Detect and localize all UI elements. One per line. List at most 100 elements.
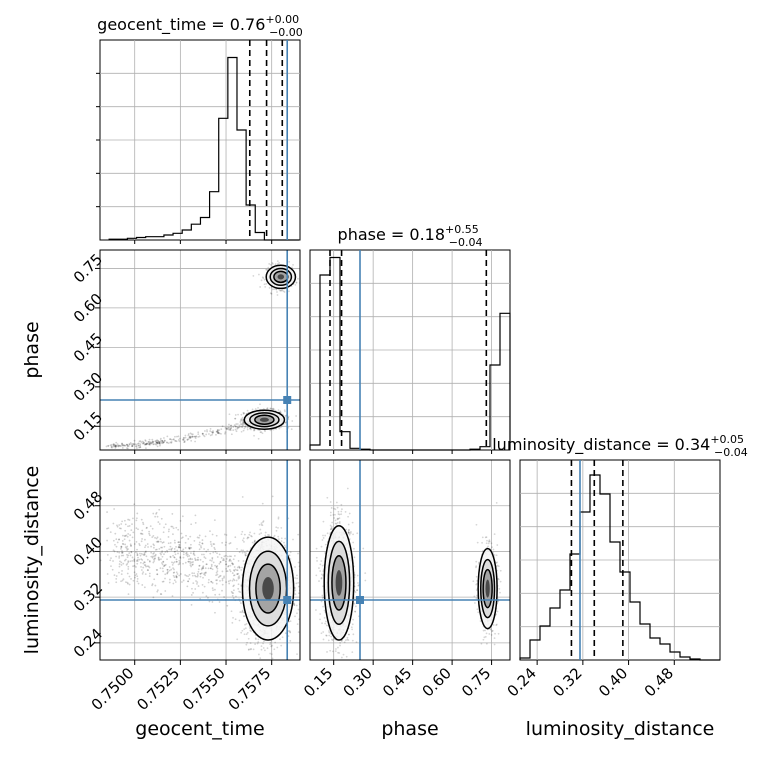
sample-point bbox=[116, 551, 119, 554]
sample-point bbox=[242, 560, 245, 562]
sample-point bbox=[153, 443, 155, 446]
sample-point bbox=[130, 551, 133, 553]
sample-point bbox=[169, 556, 172, 559]
sample-point bbox=[189, 557, 192, 560]
sample-point bbox=[134, 574, 137, 577]
sample-point bbox=[257, 638, 260, 641]
sample-point bbox=[176, 549, 179, 552]
sample-point bbox=[276, 294, 279, 296]
sample-point bbox=[210, 565, 213, 568]
sample-point bbox=[166, 441, 169, 444]
sample-point bbox=[146, 442, 148, 445]
sample-point bbox=[328, 634, 331, 637]
sample-point bbox=[325, 624, 328, 627]
sample-point bbox=[158, 442, 161, 445]
sample-point bbox=[114, 444, 117, 447]
sample-point bbox=[246, 549, 249, 552]
sample-point bbox=[217, 432, 220, 435]
sample-point bbox=[122, 534, 124, 537]
sample-point bbox=[175, 576, 178, 579]
sample-point bbox=[114, 446, 117, 449]
sample-point bbox=[233, 555, 236, 557]
sample-point bbox=[162, 561, 165, 563]
sample-point bbox=[140, 558, 143, 561]
sample-point bbox=[193, 435, 195, 438]
sample-point bbox=[244, 553, 247, 556]
sample-point bbox=[127, 565, 130, 568]
sample-point bbox=[143, 553, 146, 556]
sample-point bbox=[147, 569, 149, 571]
sample-point bbox=[130, 578, 132, 580]
sample-point bbox=[173, 576, 176, 579]
sample-point bbox=[238, 426, 241, 428]
sample-point bbox=[156, 540, 159, 543]
sample-point bbox=[238, 566, 241, 569]
sample-point bbox=[137, 444, 140, 447]
sample-point bbox=[156, 573, 159, 576]
sample-point bbox=[238, 566, 241, 569]
sample-point bbox=[268, 286, 271, 289]
sample-point bbox=[175, 560, 178, 563]
sample-point bbox=[227, 580, 230, 583]
sample-point bbox=[288, 629, 291, 632]
sample-point bbox=[334, 519, 337, 522]
sample-point bbox=[340, 656, 343, 659]
sample-point bbox=[191, 574, 194, 577]
sample-point bbox=[228, 423, 230, 426]
sample-point bbox=[322, 537, 325, 539]
sample-point bbox=[201, 432, 204, 435]
sample-point bbox=[224, 432, 226, 435]
sample-point bbox=[152, 546, 155, 549]
sample-point bbox=[166, 568, 169, 571]
sample-point bbox=[232, 589, 235, 592]
sample-point bbox=[206, 429, 208, 431]
sample-point bbox=[241, 610, 244, 613]
sample-point bbox=[260, 279, 263, 282]
sample-point bbox=[293, 602, 296, 605]
sample-point bbox=[201, 567, 203, 570]
contour-line bbox=[265, 264, 297, 290]
sample-point bbox=[178, 574, 181, 577]
sample-point bbox=[177, 528, 180, 531]
sample-point bbox=[163, 526, 165, 529]
sample-point bbox=[230, 424, 233, 427]
sample-point bbox=[152, 441, 155, 443]
sample-point bbox=[287, 635, 290, 637]
sample-point bbox=[262, 521, 264, 524]
sample-point bbox=[201, 539, 204, 541]
sample-point bbox=[140, 540, 143, 543]
sample-point bbox=[249, 531, 251, 534]
sample-point bbox=[236, 573, 239, 576]
sample-point bbox=[193, 572, 196, 575]
sample-point bbox=[266, 268, 268, 271]
sample-point bbox=[139, 532, 142, 535]
sample-point bbox=[133, 503, 136, 506]
sample-point bbox=[227, 428, 229, 431]
sample-point bbox=[124, 529, 127, 532]
sample-point bbox=[223, 533, 226, 536]
sample-point bbox=[152, 441, 154, 443]
sample-point bbox=[169, 545, 172, 548]
sample-point bbox=[193, 435, 196, 438]
sample-point bbox=[293, 604, 296, 606]
sample-point bbox=[203, 572, 206, 574]
sample-point bbox=[296, 574, 298, 577]
sample-point bbox=[148, 442, 150, 445]
sample-point bbox=[156, 441, 159, 444]
sample-point bbox=[133, 543, 136, 545]
sample-point bbox=[191, 587, 193, 590]
sample-point bbox=[212, 543, 215, 545]
sample-point bbox=[135, 517, 138, 520]
sample-point bbox=[240, 533, 243, 536]
sample-point bbox=[322, 638, 325, 641]
sample-point bbox=[175, 574, 178, 577]
sample-point bbox=[189, 558, 192, 561]
sample-point bbox=[207, 548, 209, 551]
sample-point bbox=[351, 639, 354, 642]
sample-point bbox=[190, 552, 192, 555]
sample-point bbox=[171, 563, 174, 566]
sample-point bbox=[172, 438, 175, 441]
sample-point bbox=[232, 585, 235, 588]
sample-point bbox=[207, 567, 210, 570]
